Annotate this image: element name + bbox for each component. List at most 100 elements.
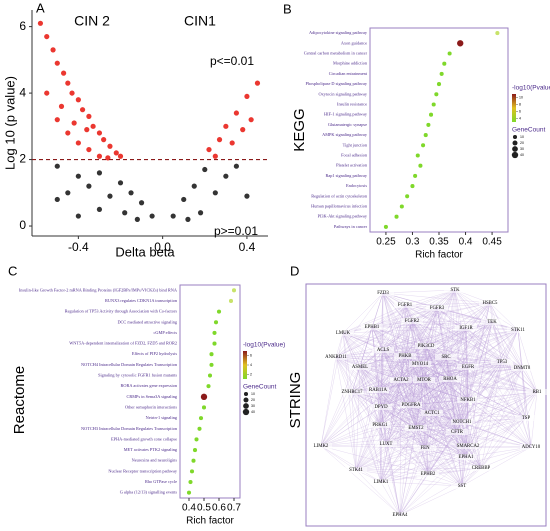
edge — [404, 321, 493, 357]
category-label: Tight junction — [343, 142, 368, 147]
edge — [449, 378, 538, 393]
edge — [411, 320, 493, 323]
colorbar-tick-label: 6 — [519, 109, 521, 113]
edge — [385, 443, 401, 516]
point — [181, 196, 187, 203]
edge — [377, 349, 384, 391]
node-bg — [520, 444, 542, 450]
edge — [410, 345, 427, 406]
node-bg — [451, 483, 473, 489]
edge — [465, 302, 491, 329]
category-label: RORA activates gene expression — [121, 383, 178, 388]
node-label: LIMK2 — [314, 444, 329, 449]
node-label: MYO14 — [412, 362, 429, 367]
point — [233, 163, 239, 169]
edge — [467, 366, 482, 469]
node-label: STK41 — [349, 468, 363, 473]
edge — [404, 355, 417, 429]
point — [50, 47, 56, 53]
edge — [380, 447, 426, 483]
dot — [231, 288, 237, 293]
edge — [320, 445, 429, 475]
edge — [480, 446, 532, 469]
node-bg — [370, 404, 392, 410]
point — [75, 213, 81, 219]
node-bg — [457, 443, 479, 449]
edge — [461, 421, 467, 458]
dot — [413, 173, 418, 178]
edge — [461, 367, 523, 423]
edge — [355, 389, 379, 471]
node-label: EPHA4 — [393, 513, 409, 518]
point — [101, 137, 107, 143]
edge — [377, 307, 438, 391]
edge — [320, 404, 412, 447]
edge — [461, 446, 532, 487]
edge — [521, 367, 532, 448]
edge — [461, 361, 503, 487]
category-label: Signaling by cytosolic FGFR1 fusion muta… — [98, 373, 177, 378]
category-label: DCC mediated attractive signaling — [117, 319, 177, 324]
edge — [335, 356, 382, 408]
node-label: EPHB1 — [365, 325, 380, 330]
edge — [410, 404, 469, 447]
edge — [461, 456, 467, 487]
x-tick-label: 0.4 — [182, 503, 196, 514]
point — [122, 210, 128, 216]
category-label: cGMP effects — [153, 330, 177, 335]
dot — [197, 426, 202, 431]
edge — [399, 447, 426, 516]
edge — [449, 378, 527, 419]
node-bg — [511, 365, 533, 371]
point — [113, 150, 119, 156]
category-label: Neurexins and neuroligins — [132, 458, 178, 463]
edge — [525, 417, 532, 448]
node-label: FGFR1 — [398, 303, 413, 308]
node-label: FEN — [420, 446, 430, 451]
point — [254, 80, 261, 86]
node-bg — [341, 389, 363, 395]
point — [117, 180, 124, 186]
point — [65, 190, 71, 196]
node-bg — [457, 397, 479, 403]
size-legend-label: 20 — [251, 398, 255, 402]
dot — [209, 352, 214, 357]
edge — [355, 378, 451, 471]
edge — [320, 406, 382, 447]
size-legend-label: 10 — [520, 135, 524, 139]
node-label: LIMK1 — [374, 480, 389, 485]
node-bg — [414, 445, 436, 451]
edge — [424, 447, 429, 475]
x-tick-label: 0.0 — [154, 240, 171, 254]
chart-title: KEGG — [291, 108, 308, 151]
edge — [355, 443, 387, 471]
edge — [427, 446, 532, 475]
dot — [198, 416, 204, 421]
node-bg — [507, 327, 529, 333]
edge — [359, 366, 429, 475]
dot — [209, 362, 214, 367]
edge — [399, 404, 412, 516]
node-label: EPHA1 — [459, 455, 475, 460]
point — [65, 130, 71, 136]
edge — [415, 427, 532, 448]
edge — [445, 356, 482, 469]
point — [69, 90, 75, 96]
point — [212, 153, 218, 159]
edge — [382, 292, 467, 329]
dot — [436, 82, 442, 87]
edge — [355, 469, 401, 516]
edge — [461, 421, 532, 448]
edge — [404, 302, 491, 306]
edge — [411, 302, 491, 322]
edge — [320, 412, 433, 447]
edge — [425, 329, 519, 347]
panel-label: C — [8, 263, 17, 278]
edge — [491, 321, 538, 393]
category-label: Platelet activation — [336, 163, 368, 168]
node-label: PHKB — [399, 354, 412, 359]
edge — [411, 320, 503, 363]
edge — [377, 345, 427, 391]
x-axis-label: Delta beta — [115, 244, 175, 259]
edge — [371, 326, 406, 357]
